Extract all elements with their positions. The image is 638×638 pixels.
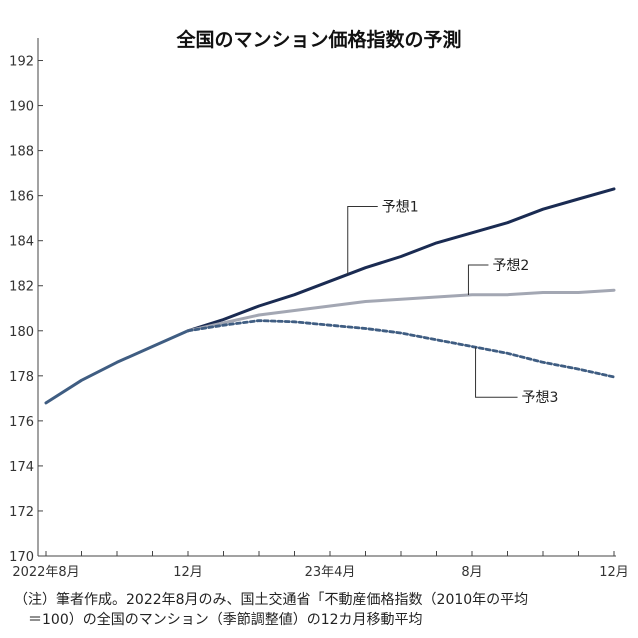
chart-title: 全国のマンション価格指数の予測 [175,28,461,51]
footnote-line-1: （注）筆者作成。2022年8月のみ、国土交通省「不動産価格指数（2010年の平均 [14,592,529,608]
annotation-label: 予想1 [382,199,419,215]
x-tick-label: 2022年8月 [12,565,79,580]
y-tick-label: 170 [9,550,34,565]
y-tick-label: 190 [9,100,34,115]
y-tick-label: 172 [9,505,34,520]
series-line-予想2 [186,288,616,333]
x-tick-label: 8月 [461,565,482,580]
annotation-leader-line [475,347,518,398]
x-tick-label: 12月 [599,565,629,580]
y-tick-label: 182 [9,280,34,295]
series-line-予想3 [186,319,616,379]
y-tick-label: 176 [9,415,34,430]
y-tick-label: 184 [9,235,34,250]
annotation-leader-line [467,264,489,295]
plot-area: 170 172 174 176 178 180 182 184 186 188 190 192 2022… [9,38,629,580]
x-tick-label: 23年4月 [305,565,356,580]
annotation-label: 予想3 [522,390,559,406]
y-tick-label: 174 [9,460,34,475]
x-tick-label: 12月 [173,565,203,580]
y-tick-label: 180 [9,325,34,340]
annotation-leader-line [347,205,378,275]
series-line-actual [44,329,190,405]
y-tick-label: 192 [9,55,34,70]
series-line-予想1 [186,187,616,333]
y-tick-label: 186 [9,190,34,205]
footnote: （注）筆者作成。2022年8月のみ、国土交通省「不動産価格指数（2010年の平均… [14,590,634,630]
footnote-line-2: ＝100）の全国のマンション（季節調整値）の12カ月移動平均 [14,612,423,628]
annotation-label: 予想2 [492,258,529,274]
y-tick-label: 178 [9,370,34,385]
y-tick-label: 188 [9,145,34,160]
